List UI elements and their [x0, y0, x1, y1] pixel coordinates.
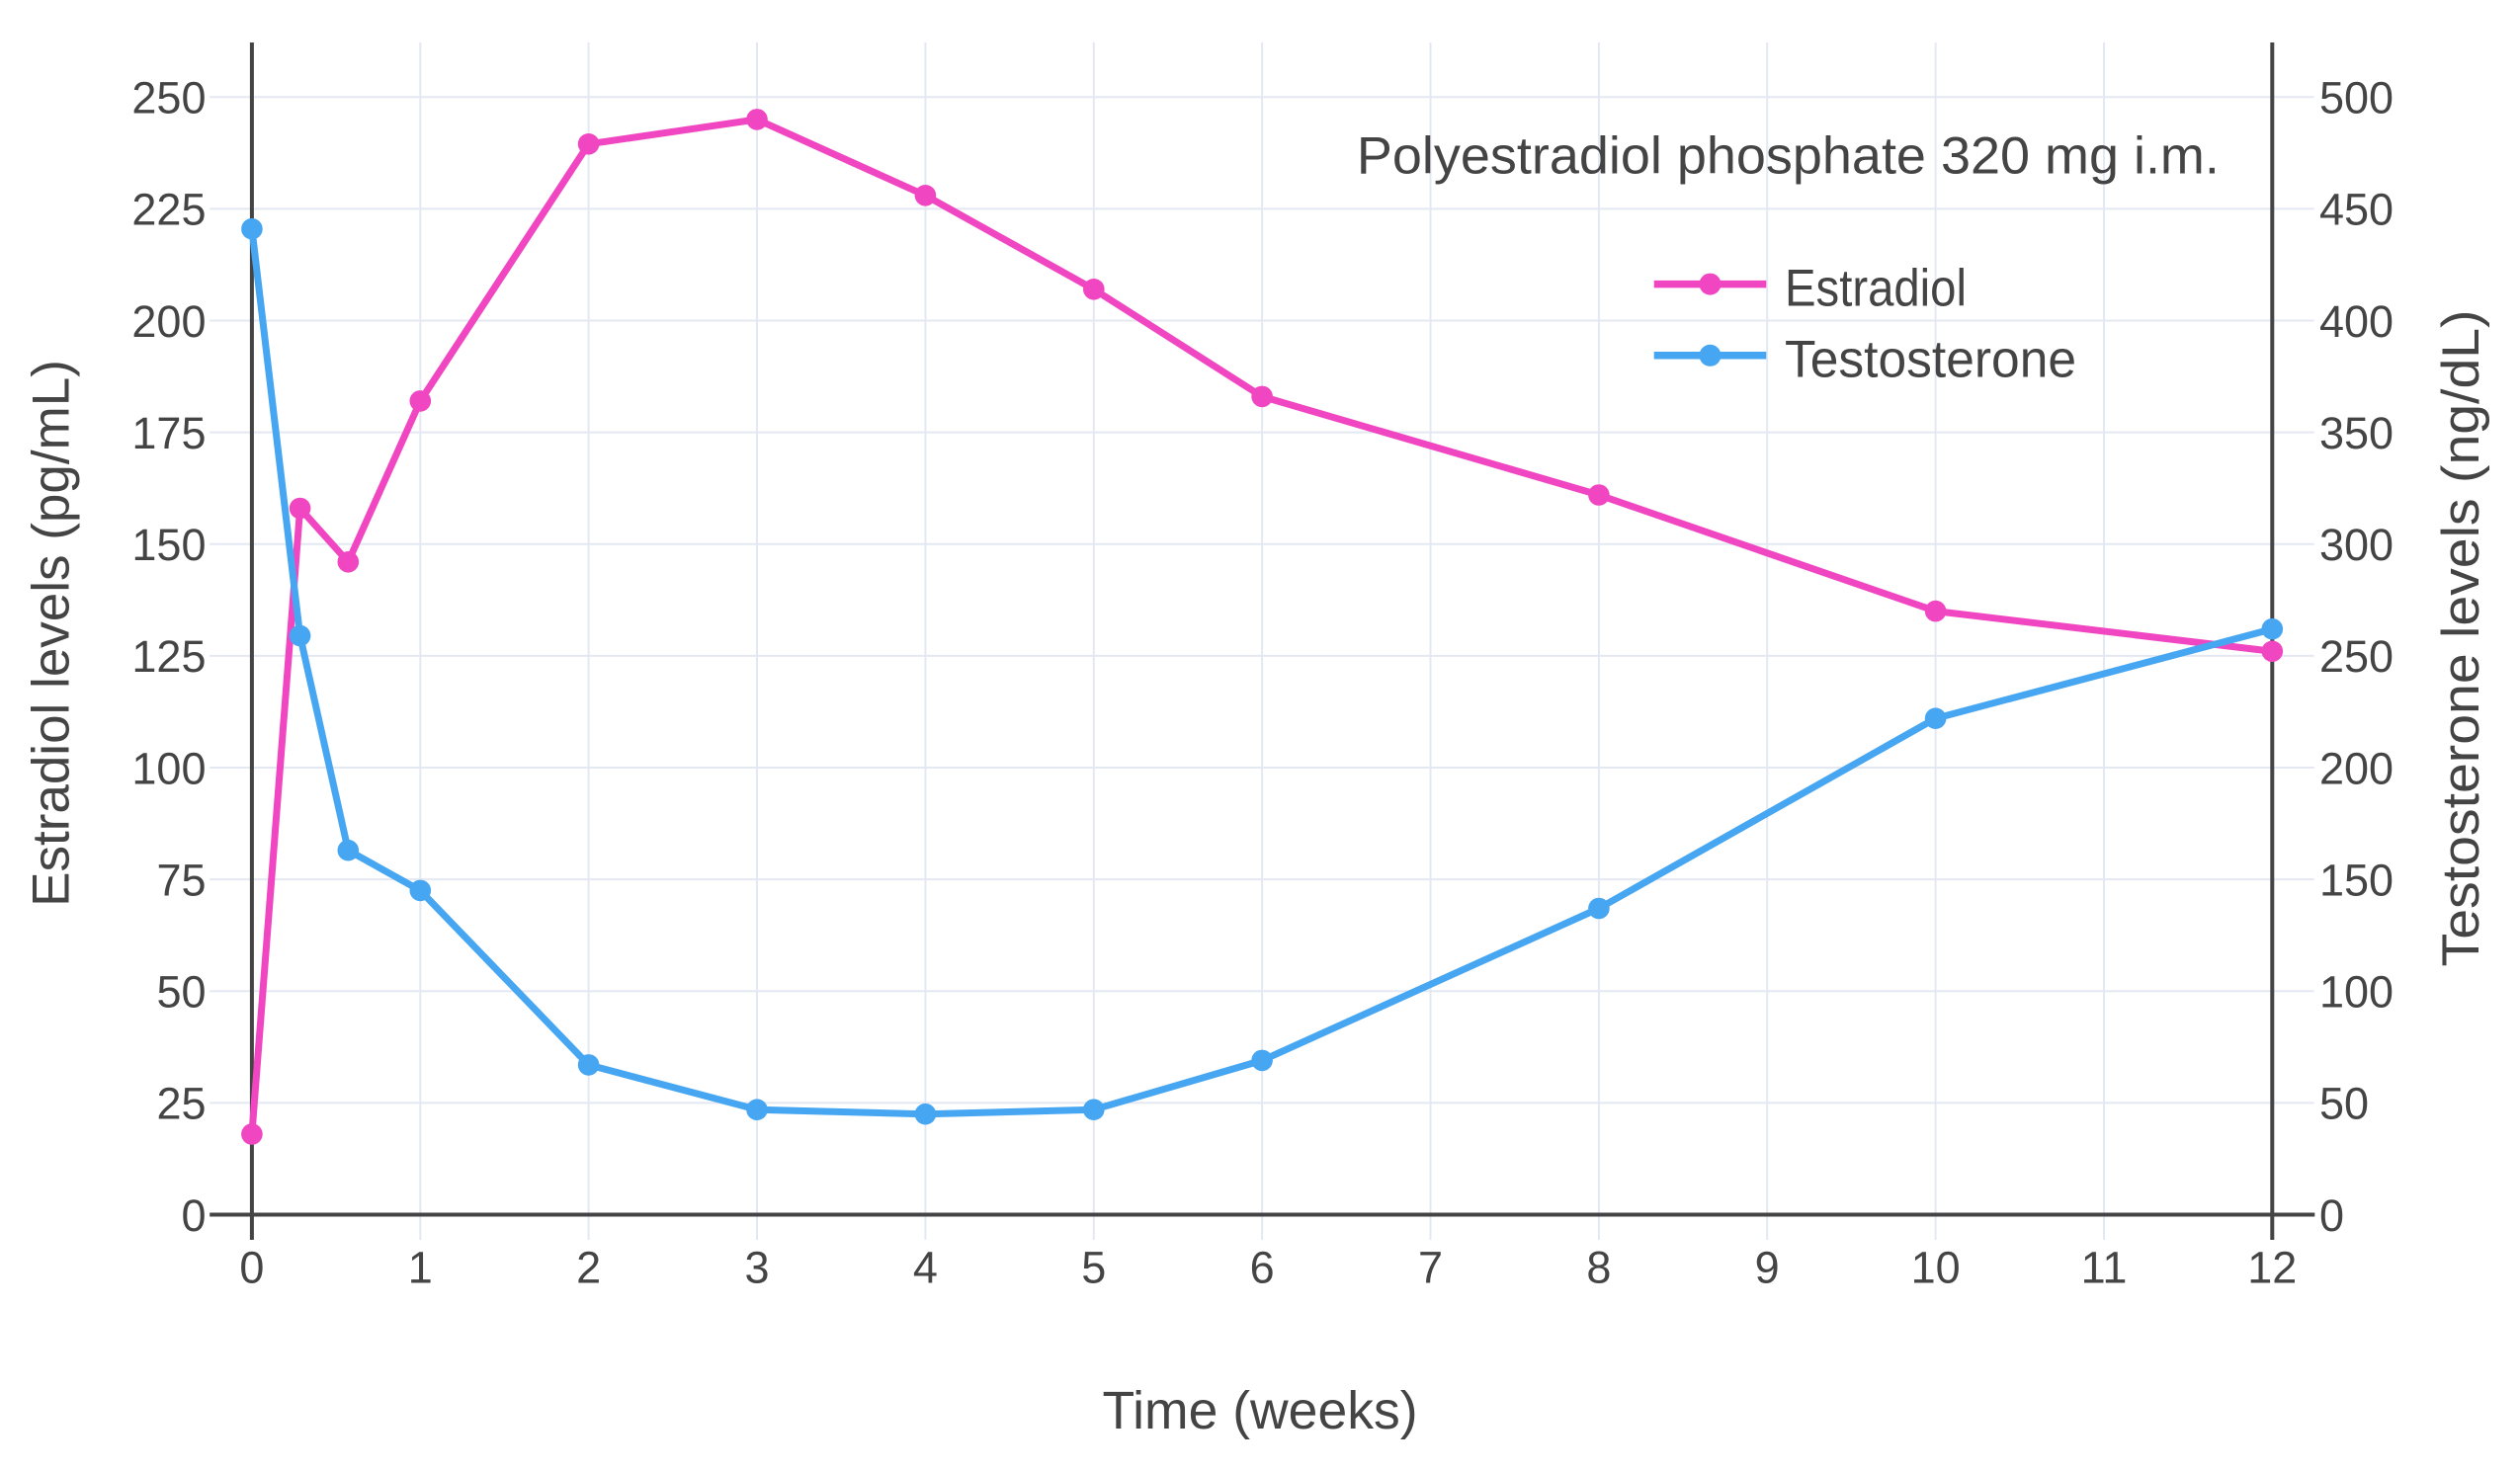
svg-text:12: 12	[2247, 1243, 2297, 1293]
svg-text:400: 400	[2319, 296, 2394, 347]
svg-text:100: 100	[131, 743, 206, 793]
svg-text:200: 200	[2319, 743, 2394, 793]
svg-text:50: 50	[2319, 1079, 2369, 1129]
svg-text:100: 100	[2319, 967, 2394, 1018]
svg-text:3: 3	[744, 1243, 769, 1293]
svg-text:Time (weeks): Time (weeks)	[1102, 1382, 1417, 1440]
svg-text:50: 50	[156, 967, 206, 1018]
svg-text:Testosterone levels (ng/dL): Testosterone levels (ng/dL)	[2432, 310, 2490, 967]
svg-text:250: 250	[2319, 631, 2394, 682]
svg-text:2: 2	[576, 1243, 601, 1293]
svg-text:0: 0	[2319, 1190, 2344, 1241]
svg-text:200: 200	[131, 296, 206, 347]
svg-text:6: 6	[1250, 1243, 1275, 1293]
svg-text:300: 300	[2319, 520, 2394, 570]
svg-text:225: 225	[131, 185, 206, 235]
svg-text:250: 250	[131, 73, 206, 123]
svg-text:8: 8	[1586, 1243, 1611, 1293]
svg-text:4: 4	[913, 1243, 938, 1293]
svg-text:150: 150	[2319, 855, 2394, 905]
svg-text:Polyestradiol phosphate 320 mg: Polyestradiol phosphate 320 mg i.m.	[1357, 127, 2220, 186]
svg-text:Estradiol: Estradiol	[1785, 259, 1967, 317]
svg-text:5: 5	[1081, 1243, 1106, 1293]
svg-text:1: 1	[408, 1243, 433, 1293]
svg-text:11: 11	[2081, 1243, 2128, 1293]
svg-text:125: 125	[131, 631, 206, 682]
svg-text:500: 500	[2319, 73, 2394, 123]
svg-text:0: 0	[181, 1190, 206, 1241]
svg-text:75: 75	[156, 855, 206, 905]
svg-text:175: 175	[131, 408, 206, 458]
svg-text:150: 150	[131, 520, 206, 570]
svg-text:9: 9	[1755, 1243, 1780, 1293]
svg-text:0: 0	[239, 1243, 264, 1293]
svg-text:Testosterone: Testosterone	[1785, 331, 2076, 389]
svg-text:10: 10	[1911, 1243, 1961, 1293]
svg-text:350: 350	[2319, 408, 2394, 458]
svg-text:Estradiol levels (pg/mL): Estradiol levels (pg/mL)	[23, 360, 81, 907]
svg-text:25: 25	[156, 1079, 206, 1129]
svg-text:450: 450	[2319, 185, 2394, 235]
svg-text:7: 7	[1418, 1243, 1443, 1293]
